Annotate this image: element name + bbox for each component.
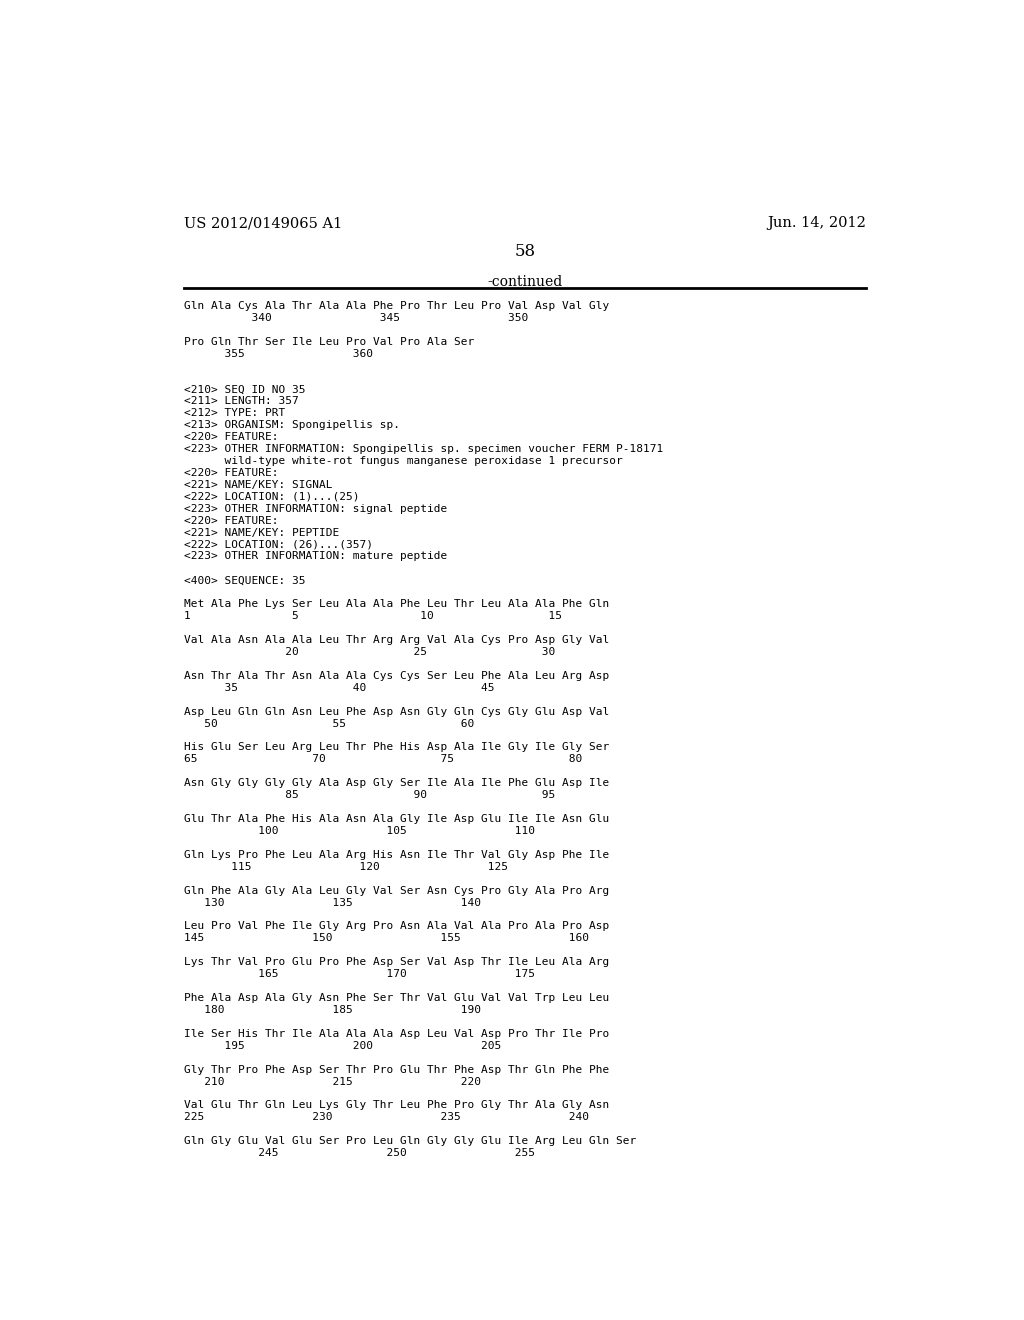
Text: <220> FEATURE:: <220> FEATURE: (183, 516, 279, 525)
Text: <210> SEQ ID NO 35: <210> SEQ ID NO 35 (183, 384, 305, 395)
Text: 210                215                220: 210 215 220 (183, 1077, 481, 1086)
Text: 180                185                190: 180 185 190 (183, 1005, 481, 1015)
Text: <400> SEQUENCE: 35: <400> SEQUENCE: 35 (183, 576, 305, 585)
Text: <211> LENGTH: 357: <211> LENGTH: 357 (183, 396, 299, 407)
Text: 165                170                175: 165 170 175 (183, 969, 535, 979)
Text: 195                200                205: 195 200 205 (183, 1040, 501, 1051)
Text: 100                105                110: 100 105 110 (183, 826, 535, 836)
Text: 225                230                235                240: 225 230 235 240 (183, 1113, 589, 1122)
Text: Met Ala Phe Lys Ser Leu Ala Ala Phe Leu Thr Leu Ala Ala Phe Gln: Met Ala Phe Lys Ser Leu Ala Ala Phe Leu … (183, 599, 609, 610)
Text: Lys Thr Val Pro Glu Pro Phe Asp Ser Val Asp Thr Ile Leu Ala Arg: Lys Thr Val Pro Glu Pro Phe Asp Ser Val … (183, 957, 609, 968)
Text: <221> NAME/KEY: PEPTIDE: <221> NAME/KEY: PEPTIDE (183, 528, 339, 537)
Text: 130                135                140: 130 135 140 (183, 898, 481, 908)
Text: Jun. 14, 2012: Jun. 14, 2012 (767, 216, 866, 230)
Text: His Glu Ser Leu Arg Leu Thr Phe His Asp Ala Ile Gly Ile Gly Ser: His Glu Ser Leu Arg Leu Thr Phe His Asp … (183, 742, 609, 752)
Text: Gly Thr Pro Phe Asp Ser Thr Pro Glu Thr Phe Asp Thr Gln Phe Phe: Gly Thr Pro Phe Asp Ser Thr Pro Glu Thr … (183, 1065, 609, 1074)
Text: 245                250                255: 245 250 255 (183, 1148, 535, 1158)
Text: <222> LOCATION: (1)...(25): <222> LOCATION: (1)...(25) (183, 492, 359, 502)
Text: 50                 55                 60: 50 55 60 (183, 718, 474, 729)
Text: 35                 40                 45: 35 40 45 (183, 682, 495, 693)
Text: <223> OTHER INFORMATION: mature peptide: <223> OTHER INFORMATION: mature peptide (183, 552, 447, 561)
Text: 65                 70                 75                 80: 65 70 75 80 (183, 755, 582, 764)
Text: -continued: -continued (487, 276, 562, 289)
Text: 20                 25                 30: 20 25 30 (183, 647, 555, 657)
Text: 340                345                350: 340 345 350 (183, 313, 528, 323)
Text: <223> OTHER INFORMATION: Spongipellis sp. specimen voucher FERM P-18171: <223> OTHER INFORMATION: Spongipellis sp… (183, 444, 664, 454)
Text: US 2012/0149065 A1: US 2012/0149065 A1 (183, 216, 342, 230)
Text: <220> FEATURE:: <220> FEATURE: (183, 432, 279, 442)
Text: Phe Ala Asp Ala Gly Asn Phe Ser Thr Val Glu Val Val Trp Leu Leu: Phe Ala Asp Ala Gly Asn Phe Ser Thr Val … (183, 993, 609, 1003)
Text: Ile Ser His Thr Ile Ala Ala Ala Asp Leu Val Asp Pro Thr Ile Pro: Ile Ser His Thr Ile Ala Ala Ala Asp Leu … (183, 1028, 609, 1039)
Text: Gln Phe Ala Gly Ala Leu Gly Val Ser Asn Cys Pro Gly Ala Pro Arg: Gln Phe Ala Gly Ala Leu Gly Val Ser Asn … (183, 886, 609, 896)
Text: Asn Thr Ala Thr Asn Ala Ala Cys Cys Ser Leu Phe Ala Leu Arg Asp: Asn Thr Ala Thr Asn Ala Ala Cys Cys Ser … (183, 671, 609, 681)
Text: 58: 58 (514, 243, 536, 260)
Text: Glu Thr Ala Phe His Ala Asn Ala Gly Ile Asp Glu Ile Ile Asn Glu: Glu Thr Ala Phe His Ala Asn Ala Gly Ile … (183, 814, 609, 824)
Text: Pro Gln Thr Ser Ile Leu Pro Val Pro Ala Ser: Pro Gln Thr Ser Ile Leu Pro Val Pro Ala … (183, 337, 474, 347)
Text: <212> TYPE: PRT: <212> TYPE: PRT (183, 408, 285, 418)
Text: 1               5                  10                 15: 1 5 10 15 (183, 611, 562, 622)
Text: <223> OTHER INFORMATION: signal peptide: <223> OTHER INFORMATION: signal peptide (183, 504, 447, 513)
Text: Asn Gly Gly Gly Gly Ala Asp Gly Ser Ile Ala Ile Phe Glu Asp Ile: Asn Gly Gly Gly Gly Ala Asp Gly Ser Ile … (183, 779, 609, 788)
Text: <222> LOCATION: (26)...(357): <222> LOCATION: (26)...(357) (183, 540, 373, 549)
Text: Gln Ala Cys Ala Thr Ala Ala Phe Pro Thr Leu Pro Val Asp Val Gly: Gln Ala Cys Ala Thr Ala Ala Phe Pro Thr … (183, 301, 609, 310)
Text: 115                120                125: 115 120 125 (183, 862, 508, 871)
Text: 355                360: 355 360 (183, 348, 373, 359)
Text: wild-type white-rot fungus manganese peroxidase 1 precursor: wild-type white-rot fungus manganese per… (183, 455, 623, 466)
Text: <220> FEATURE:: <220> FEATURE: (183, 469, 279, 478)
Text: 85                 90                 95: 85 90 95 (183, 791, 555, 800)
Text: Asp Leu Gln Gln Asn Leu Phe Asp Asn Gly Gln Cys Gly Glu Asp Val: Asp Leu Gln Gln Asn Leu Phe Asp Asn Gly … (183, 706, 609, 717)
Text: Leu Pro Val Phe Ile Gly Arg Pro Asn Ala Val Ala Pro Ala Pro Asp: Leu Pro Val Phe Ile Gly Arg Pro Asn Ala … (183, 921, 609, 932)
Text: Val Ala Asn Ala Ala Leu Thr Arg Arg Val Ala Cys Pro Asp Gly Val: Val Ala Asn Ala Ala Leu Thr Arg Arg Val … (183, 635, 609, 645)
Text: <213> ORGANISM: Spongipellis sp.: <213> ORGANISM: Spongipellis sp. (183, 420, 399, 430)
Text: Val Glu Thr Gln Leu Lys Gly Thr Leu Phe Pro Gly Thr Ala Gly Asn: Val Glu Thr Gln Leu Lys Gly Thr Leu Phe … (183, 1101, 609, 1110)
Text: 145                150                155                160: 145 150 155 160 (183, 933, 589, 944)
Text: Gln Gly Glu Val Glu Ser Pro Leu Gln Gly Gly Glu Ile Arg Leu Gln Ser: Gln Gly Glu Val Glu Ser Pro Leu Gln Gly … (183, 1137, 636, 1146)
Text: Gln Lys Pro Phe Leu Ala Arg His Asn Ile Thr Val Gly Asp Phe Ile: Gln Lys Pro Phe Leu Ala Arg His Asn Ile … (183, 850, 609, 859)
Text: <221> NAME/KEY: SIGNAL: <221> NAME/KEY: SIGNAL (183, 480, 333, 490)
